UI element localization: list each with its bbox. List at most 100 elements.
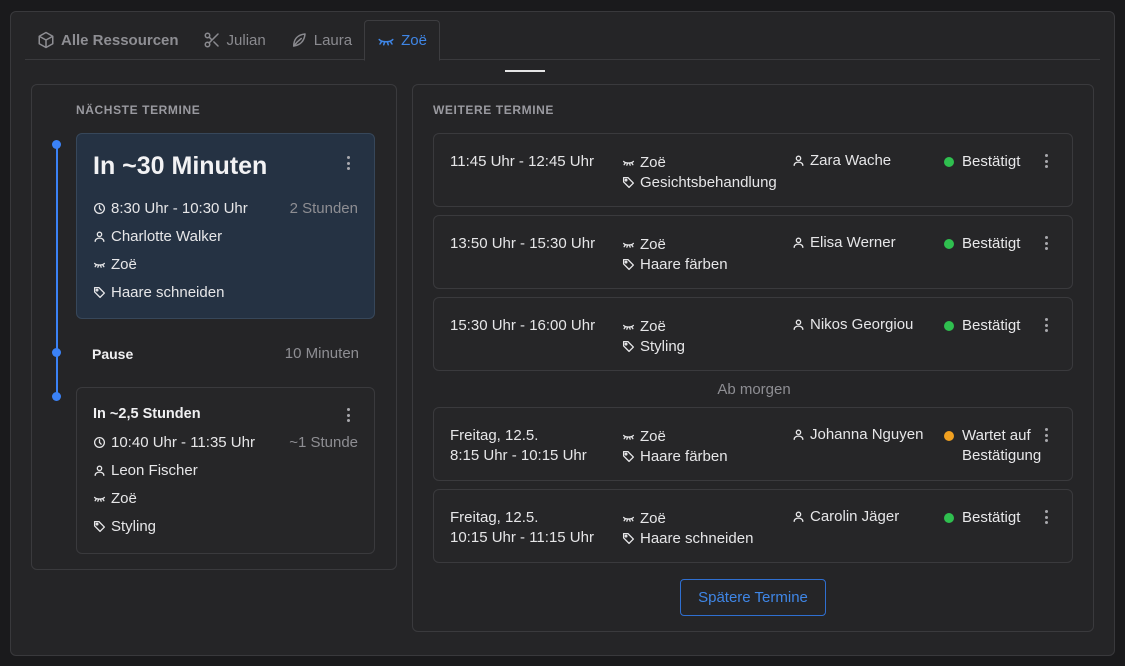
later-appointments-button[interactable]: Spätere Termine (680, 579, 826, 616)
appointment-resource-service: Zoë Gesichtsbehandlung (622, 152, 777, 192)
tag-icon (622, 176, 635, 188)
current-appointment-card[interactable]: In ~30 Minuten 8:30 Uhr - 10:30 Uhr 2 St… (76, 133, 375, 319)
user-icon (793, 429, 804, 441)
appointment-heading: In ~30 Minuten (93, 152, 268, 180)
status-line-1: Wartet auf (962, 427, 1031, 444)
more-menu-button[interactable] (1038, 316, 1054, 334)
appointment-time: Freitag, 12.5. 10:15 Uhr - 11:15 Uhr (450, 508, 594, 548)
appointment-row[interactable]: 13:50 Uhr - 15:30 Uhr Zoë Haare färben E… (433, 215, 1073, 289)
status-dot (944, 157, 954, 167)
appointment-time: Freitag, 12.5. 8:15 Uhr - 10:15 Uhr (450, 426, 587, 466)
tag-icon (93, 520, 106, 533)
eyelashes-icon (622, 434, 635, 440)
appointment-client: Carolin Jäger (792, 508, 899, 525)
appointment-client: Zara Wache (792, 152, 891, 169)
client-name: Nikos Georgiou (810, 316, 914, 333)
appointment-resource: Zoë (622, 316, 685, 336)
appointment-time: 13:50 Uhr - 15:30 Uhr (450, 234, 595, 254)
resource-name: Zoë (640, 317, 666, 335)
appointment-service: Haare färben (622, 254, 728, 274)
appointment-resource: Zoë (93, 490, 137, 507)
user-icon (94, 231, 105, 243)
eyelashes-icon (93, 262, 106, 268)
status-dot (944, 321, 954, 331)
more-menu-button[interactable] (1038, 234, 1054, 252)
status-badge: Wartet auf Bestätigung (944, 426, 1041, 466)
client-name: Charlotte Walker (111, 228, 223, 245)
appointment-row[interactable]: Freitag, 12.5. 8:15 Uhr - 10:15 Uhr Zoë … (433, 407, 1073, 481)
tag-icon (622, 450, 635, 462)
client-name: Zara Wache (810, 152, 892, 169)
status-text: Bestätigt (962, 508, 1020, 528)
appointment-heading: In ~2,5 Stunden (93, 406, 201, 422)
status-dot (944, 431, 954, 441)
more-menu-button[interactable] (340, 406, 356, 424)
appointment-row[interactable]: 15:30 Uhr - 16:00 Uhr Zoë Styling Nikos … (433, 297, 1073, 371)
appointment-resource: Zoë (622, 508, 753, 528)
tab-label: Zoë (401, 32, 427, 49)
user-icon (793, 237, 804, 249)
appointment-resource: Zoë (622, 234, 728, 254)
appointment-resource-service: Zoë Haare färben (622, 234, 728, 274)
time-line-2: 10:15 Uhr - 11:15 Uhr (450, 529, 594, 546)
appointment-row[interactable]: Freitag, 12.5. 10:15 Uhr - 11:15 Uhr Zoë… (433, 489, 1073, 563)
timeline-dot (52, 392, 61, 401)
tab-all-resources[interactable]: Alle Ressourcen (25, 20, 191, 60)
status-dot (944, 239, 954, 249)
more-menu-button[interactable] (1038, 508, 1054, 526)
section-title-more: Weitere Termine (433, 103, 555, 117)
tag-icon (622, 340, 635, 352)
status-line-2: Bestätigung (962, 447, 1042, 464)
eyelashes-icon (622, 324, 635, 330)
tab-label: Alle Ressourcen (61, 31, 179, 49)
clock-icon (93, 202, 106, 215)
resource-tabs: Alle Ressourcen Julian Laura Zoë (25, 20, 1114, 61)
next-appointments-panel: Nächste Termine In ~30 Minuten 8:30 Uhr … (31, 84, 397, 570)
appointment-client: Leon Fischer (93, 462, 198, 479)
tab-julian[interactable]: Julian (191, 20, 278, 60)
service-name: Haare färben (640, 447, 728, 465)
appointment-service: Haare färben (622, 446, 728, 466)
time-line-1: Freitag, 12.5. (450, 427, 539, 444)
service-name: Haare schneiden (640, 529, 754, 547)
service-name: Haare färben (640, 255, 728, 273)
appointment-service: Haare schneiden (93, 284, 224, 301)
appointment-service: Haare schneiden (622, 528, 753, 548)
appointment-resource: Zoë (622, 426, 728, 446)
appointment-client: Charlotte Walker (93, 228, 222, 245)
more-menu-button[interactable] (1038, 152, 1054, 170)
appointment-resource-service: Zoë Haare färben (622, 426, 728, 466)
appointment-row[interactable]: 11:45 Uhr - 12:45 Uhr Zoë Gesichtsbehand… (433, 133, 1073, 207)
tag-icon (622, 258, 635, 270)
time-line-1: 11:45 Uhr - 12:45 Uhr (450, 153, 594, 170)
status-text: Wartet auf Bestätigung (962, 426, 1041, 466)
tab-laura[interactable]: Laura (278, 20, 364, 60)
status-dot (944, 513, 954, 523)
more-menu-button[interactable] (340, 154, 356, 172)
tab-zoe[interactable]: Zoë (364, 20, 440, 61)
next-appointment-card[interactable]: In ~2,5 Stunden 10:40 Uhr - 11:35 Uhr ~1… (76, 387, 375, 554)
resource-name: Zoë (640, 509, 666, 527)
status-badge: Bestätigt (944, 234, 1020, 254)
client-name: Johanna Nguyen (810, 426, 924, 443)
time-line-1: Freitag, 12.5. (450, 509, 539, 526)
tab-label: Laura (313, 31, 353, 49)
user-icon (793, 155, 804, 167)
more-menu-button[interactable] (1038, 426, 1054, 444)
user-icon (793, 511, 804, 523)
appointment-time: 15:30 Uhr - 16:00 Uhr (450, 316, 595, 336)
more-appointments-panel: Weitere Termine 11:45 Uhr - 12:45 Uhr Zo… (412, 84, 1094, 632)
status-line-1: Bestätigt (962, 509, 1021, 526)
client-name: Leon Fischer (111, 462, 198, 479)
appointment-duration: 2 Stunden (289, 200, 358, 217)
pause-label: Pause (92, 346, 134, 362)
app-frame: Alle Ressourcen Julian Laura Zoë Nächste… (10, 11, 1115, 656)
service-name: Styling (640, 337, 686, 355)
eyelashes-icon (378, 38, 394, 45)
resource-name: Zoë (111, 256, 137, 273)
service-name: Gesichtsbehandlung (640, 173, 777, 191)
appointment-client: Nikos Georgiou (792, 316, 913, 333)
service-name: Styling (111, 518, 157, 535)
appointment-time: 11:45 Uhr - 12:45 Uhr (450, 152, 594, 172)
status-text: Bestätigt (962, 152, 1020, 172)
